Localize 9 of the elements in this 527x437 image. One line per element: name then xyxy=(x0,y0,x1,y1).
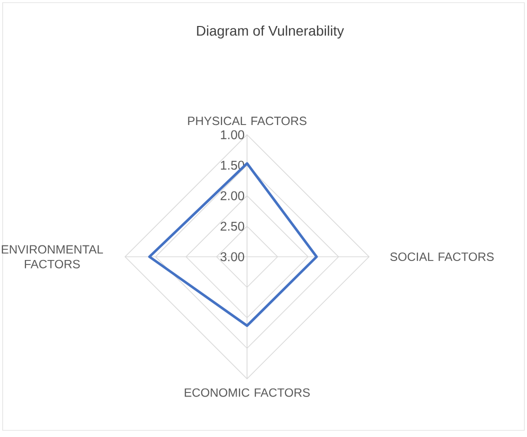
spoke-label: ENVIRONMENTAL FACTORS xyxy=(2,245,103,268)
spoke-label: ECONOMIC FACTORS xyxy=(184,388,310,397)
y-tick-label: 2.00 xyxy=(220,191,244,200)
y-tick-label: 1.00 xyxy=(220,130,244,140)
spoke-label: SOCIAL FACTORS xyxy=(390,252,494,262)
y-tick-label: 2.50 xyxy=(220,222,244,231)
spoke-label: PHYSICAL FACTORS xyxy=(188,116,306,126)
chart-title: Diagram of Vulnerability xyxy=(197,25,344,39)
y-tick-label: 3.00 xyxy=(220,252,244,262)
